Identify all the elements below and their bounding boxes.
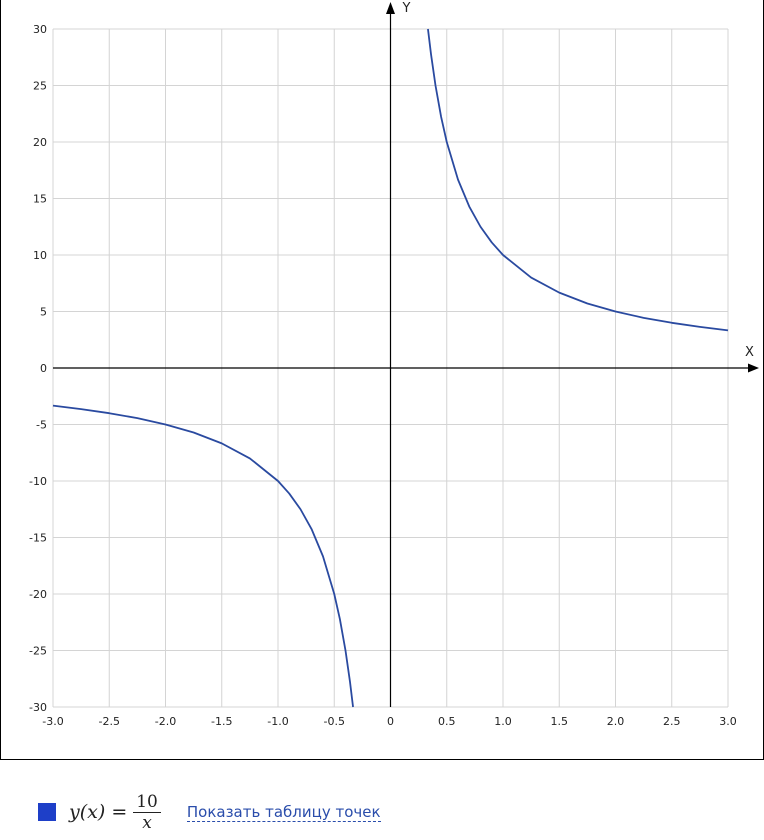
- tick-labels: -3.0 -2.5 -2.0 -1.5 -1.0 -0.5 0 0.5 1.0 1.5 2.0 2.5…: [29, 23, 737, 728]
- x-tick-label: 0.5: [438, 715, 456, 728]
- x-tick-label: 2.0: [607, 715, 625, 728]
- legend: y(x) = 10 x Показать таблицу точек: [38, 788, 381, 836]
- fraction-bar: [133, 811, 161, 813]
- y-tick-label: -10: [29, 475, 47, 488]
- legend-color-swatch: [38, 803, 56, 821]
- axes: XY: [53, 1, 759, 707]
- x-tick-label: -1.0: [267, 715, 288, 728]
- x-axis-label: X: [745, 345, 754, 360]
- y-tick-label: 25: [33, 80, 47, 93]
- x-tick-label: -3.0: [42, 715, 63, 728]
- y-tick-label: -25: [29, 645, 47, 658]
- formula-lhs: y(x) =: [69, 801, 128, 823]
- y-axis-label: Y: [402, 1, 411, 16]
- y-tick-label: -20: [29, 588, 47, 601]
- y-tick-label: -30: [29, 701, 47, 714]
- x-tick-label: 2.5: [663, 715, 681, 728]
- legend-formula: y(x) = 10 x: [69, 792, 161, 833]
- x-tick-label: 1.5: [551, 715, 569, 728]
- y-tick-label: 5: [40, 306, 47, 319]
- y-tick-label: -15: [29, 532, 47, 545]
- y-tick-label: 20: [33, 136, 47, 149]
- formula-numerator: 10: [136, 791, 158, 812]
- x-tick-label: -2.0: [155, 715, 176, 728]
- series-branch: [52, 404, 354, 708]
- y-tick-label: 15: [33, 193, 47, 206]
- curve-layer: [52, 28, 729, 708]
- y-tick-label: 10: [33, 249, 47, 262]
- x-tick-label: 3.0: [719, 715, 737, 728]
- x-tick-label: -0.5: [324, 715, 345, 728]
- function-graph: XY -3.0 -2.5 -2.0 -1.5 -1.0 -0.5 0 0.5 1.0 1.5 2.0…: [29, 1, 759, 728]
- y-tick-label: 0: [40, 362, 47, 375]
- series-branch: [427, 28, 729, 332]
- formula-denominator: x: [142, 812, 152, 833]
- x-tick-label: 1.0: [494, 715, 512, 728]
- x-axis-arrow: [748, 363, 759, 373]
- x-tick-label: -2.5: [99, 715, 120, 728]
- y-tick-label: -5: [36, 419, 47, 432]
- formula-fraction: 10 x: [133, 792, 161, 833]
- x-tick-label: -1.5: [211, 715, 232, 728]
- y-axis-arrow: [386, 2, 395, 14]
- y-tick-label: 30: [33, 23, 47, 36]
- x-tick-label: 0: [387, 715, 394, 728]
- show-points-table-link[interactable]: Показать таблицу точек: [186, 802, 381, 822]
